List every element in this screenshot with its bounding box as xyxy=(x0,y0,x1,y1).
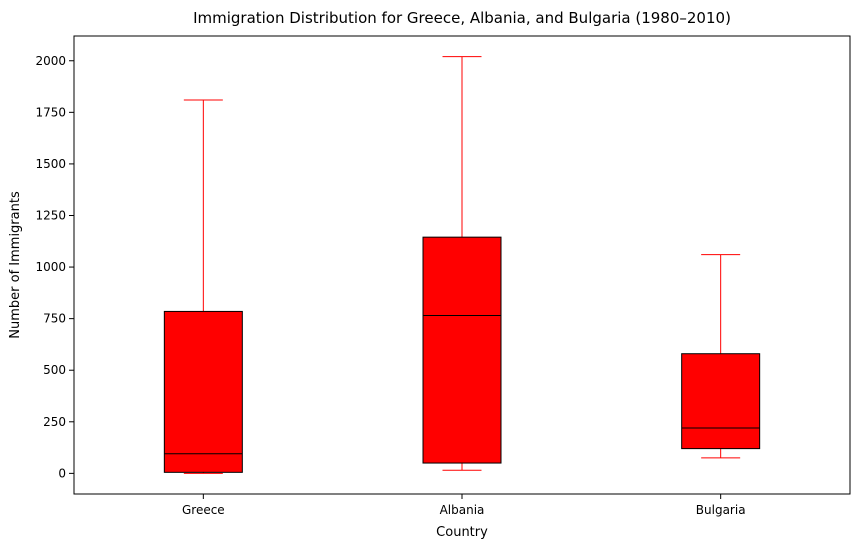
x-axis-label: Country xyxy=(436,525,488,540)
y-tick-label: 750 xyxy=(43,312,66,326)
box-greece xyxy=(163,310,243,473)
x-tick-label: Bulgaria xyxy=(696,503,746,517)
y-axis-label: Number of Immigrants xyxy=(8,191,23,339)
y-tick-label: 2000 xyxy=(35,54,66,68)
y-tick-label: 250 xyxy=(43,415,66,429)
x-tick-label: Albania xyxy=(440,503,485,517)
box-bulgaria xyxy=(681,353,761,450)
axes-frame xyxy=(73,35,851,495)
plot-area: 0 250 500 750 1000 1250 1500 1750 2000 Greece Alba… xyxy=(35,35,851,517)
y-tick-label: 1250 xyxy=(35,208,66,222)
box-albania xyxy=(422,236,502,464)
x-tick-label: Greece xyxy=(182,503,225,517)
y-tick-label: 1750 xyxy=(35,105,66,119)
y-tick-label: 0 xyxy=(58,466,66,480)
y-tick-label: 1500 xyxy=(35,157,66,171)
y-tick-label: 1000 xyxy=(35,260,66,274)
y-tick-label: 500 xyxy=(43,363,66,377)
chart-title: Immigration Distribution for Greece, Alb… xyxy=(193,9,731,27)
